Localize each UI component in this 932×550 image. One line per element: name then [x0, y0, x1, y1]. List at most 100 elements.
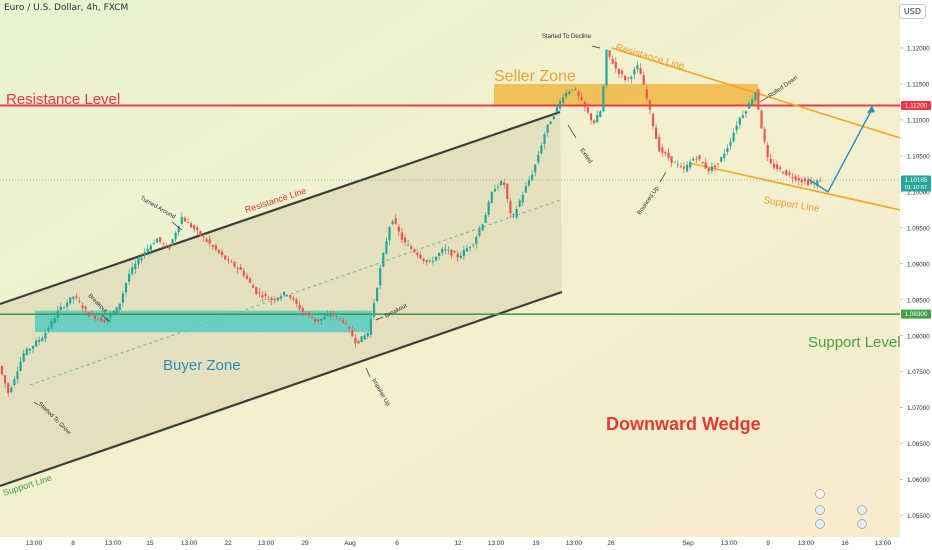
candle-body	[345, 323, 348, 325]
candle-body	[431, 261, 434, 262]
current-price-tag-bg	[901, 175, 931, 192]
candle-body	[224, 255, 227, 260]
candle-body	[84, 306, 87, 310]
candle-body	[735, 125, 738, 131]
candle-body	[577, 91, 580, 96]
candle-body	[168, 246, 171, 249]
candle-body	[484, 214, 487, 224]
candle-body	[617, 68, 620, 75]
candle-body	[713, 165, 717, 168]
candle-body	[518, 200, 521, 207]
candle-body	[56, 310, 59, 318]
x-tick-label: 13:00	[105, 540, 122, 547]
candle-body	[35, 340, 38, 347]
candle-body	[670, 156, 673, 163]
x-tick-label: 26	[607, 540, 615, 547]
x-tick-label: 22	[224, 540, 232, 547]
x-tick-label: Aug	[344, 540, 356, 547]
candle-body	[258, 292, 261, 294]
candle-body	[307, 312, 310, 316]
candle-body	[270, 297, 273, 301]
candle-body	[614, 61, 617, 69]
candle-body	[763, 128, 766, 142]
candle-body	[242, 270, 245, 276]
candle-body	[199, 230, 202, 236]
candle-body	[503, 182, 506, 185]
candle-body	[171, 239, 174, 246]
candle-body	[543, 134, 546, 144]
support-price-tag: 1.08300	[905, 311, 928, 318]
currency-button[interactable]: USD	[898, 4, 926, 19]
event-flag-icon	[815, 519, 825, 529]
support-price-tag-bg	[901, 309, 931, 319]
x-tick-label: 13:00	[875, 540, 892, 547]
resistance-price-tag-bg	[901, 101, 931, 111]
symbol-label: Euro / U.S. Dollar, 4h, FXCM	[4, 3, 129, 13]
candle-body	[348, 326, 351, 329]
candle-body	[574, 89, 577, 90]
candle-body	[676, 164, 679, 166]
y-tick-label: 1.11000	[907, 117, 930, 124]
candle-body	[115, 307, 118, 314]
y-tick-label: 1.12000	[907, 45, 930, 52]
candle-body	[128, 273, 131, 282]
candle-body	[726, 148, 729, 152]
candle-body	[360, 336, 363, 342]
impulse-up-label-pointer	[365, 367, 371, 378]
turned-around-label-pointer	[171, 221, 183, 231]
candle-body	[100, 317, 103, 322]
y-tick-label: 1.09500	[907, 225, 930, 232]
candle-body	[205, 239, 208, 242]
y-tick-label: 1.06000	[907, 477, 930, 484]
candle-body	[524, 186, 527, 193]
candle-body	[10, 387, 13, 393]
candle-body	[475, 237, 478, 245]
resistance-price-tag: 1.11200	[905, 103, 928, 110]
candle-body	[775, 164, 779, 169]
candle-body	[732, 132, 735, 142]
candle-body	[295, 299, 298, 304]
candle-body	[810, 181, 813, 184]
candle-body	[531, 174, 534, 180]
candle-body	[633, 69, 636, 75]
candle-body	[13, 379, 16, 385]
candle-body	[692, 158, 695, 161]
candle-body	[655, 127, 658, 140]
candle-body	[751, 99, 754, 106]
candle-body	[252, 285, 255, 288]
candle-body	[782, 171, 785, 174]
candle-body	[47, 328, 50, 331]
candle-body	[648, 100, 651, 110]
started-to-decline-label-pointer	[591, 45, 601, 49]
candle-body	[620, 70, 624, 75]
candle-body	[310, 317, 314, 319]
candle-body	[78, 301, 81, 303]
candle-body	[698, 155, 701, 160]
candle-body	[645, 89, 648, 99]
candle-body	[385, 241, 388, 254]
candle-body	[661, 147, 664, 153]
candle-body	[276, 297, 279, 301]
candle-body	[193, 225, 196, 230]
candle-body	[81, 305, 84, 309]
candle-body	[19, 361, 22, 371]
downward-wedge-label: Downward Wedge	[606, 414, 761, 434]
candle-body	[289, 295, 292, 298]
breakout-2-label-pointer	[375, 316, 384, 321]
candle-body	[515, 209, 518, 218]
y-tick-label: 1.07000	[907, 405, 930, 412]
x-tick-label: 19	[532, 540, 540, 547]
candle-body	[527, 180, 531, 186]
event-flag-icon	[815, 505, 825, 515]
candle-body	[329, 315, 332, 317]
candle-body	[549, 121, 552, 125]
candle-body	[255, 287, 258, 294]
event-flag-icon	[857, 519, 867, 529]
candle-body	[741, 115, 744, 118]
candle-body	[608, 50, 611, 57]
candle-body	[456, 253, 459, 258]
candle-body	[124, 283, 128, 293]
candle-body	[53, 318, 56, 324]
candle-body	[394, 218, 397, 224]
